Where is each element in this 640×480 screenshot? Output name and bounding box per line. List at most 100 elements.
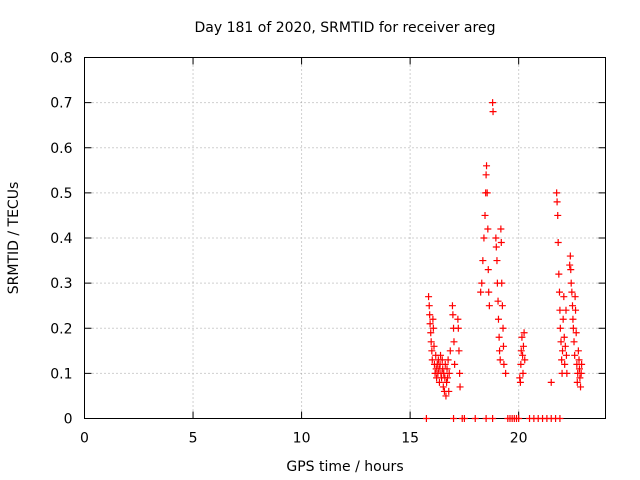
x-tick-label: 15 [401, 431, 419, 447]
data-point [573, 378, 581, 386]
data-point [484, 225, 492, 233]
data-point [482, 171, 490, 179]
x-tick-label: 5 [189, 431, 198, 447]
data-point [516, 378, 524, 386]
data-point [495, 333, 503, 341]
data-point [450, 415, 458, 422]
data-point [517, 360, 525, 368]
data-point [454, 315, 462, 323]
data-point [451, 360, 459, 368]
data-point [553, 189, 561, 197]
data-point [428, 356, 436, 364]
data-point [479, 257, 487, 265]
data-point [569, 302, 577, 310]
data-point [430, 342, 438, 350]
data-point [442, 392, 450, 400]
x-tick-label: 20 [510, 431, 528, 447]
data-point [478, 279, 486, 287]
y-tick-label: 0.8 [50, 51, 72, 67]
data-point [484, 266, 492, 274]
y-tick-label: 0.5 [50, 186, 72, 202]
data-point [557, 338, 565, 346]
data-point [471, 415, 479, 422]
data-point [450, 338, 458, 346]
data-point [496, 356, 504, 364]
data-point [438, 356, 446, 364]
data-point [561, 342, 569, 350]
data-point [560, 333, 568, 341]
data-point [428, 347, 436, 355]
data-point [456, 369, 464, 377]
data-point [426, 320, 434, 328]
data-point [577, 369, 585, 377]
data-point [427, 338, 435, 346]
data-point [497, 239, 505, 247]
data-point [562, 351, 570, 359]
data-point [485, 302, 493, 310]
data-point [555, 288, 563, 296]
data-point [572, 329, 580, 337]
data-point [499, 342, 507, 350]
data-point [547, 378, 555, 386]
data-point [480, 234, 488, 242]
y-tick-label: 0.3 [50, 276, 72, 292]
data-point [559, 347, 567, 355]
data-point [575, 365, 583, 373]
data-point [494, 315, 502, 323]
data-point [560, 293, 568, 301]
data-point [492, 234, 500, 242]
data-point [443, 378, 451, 386]
data-point [556, 415, 564, 422]
x-tick-label: 10 [293, 431, 311, 447]
data-point [426, 311, 434, 319]
data-point [571, 351, 579, 359]
data-point [489, 415, 497, 422]
data-point [578, 360, 586, 368]
data-point [554, 239, 562, 247]
data-point [519, 342, 527, 350]
data-point [489, 108, 497, 116]
data-point [497, 225, 505, 233]
data-point [567, 266, 575, 274]
data-point [556, 324, 564, 332]
data-point [515, 415, 523, 422]
data-point [496, 347, 504, 355]
data-point [556, 306, 564, 314]
data-point [425, 302, 433, 310]
data-point [425, 293, 433, 301]
data-point [449, 311, 457, 319]
data-point [483, 189, 491, 197]
data-point [445, 387, 453, 395]
x-tick-label: 0 [80, 431, 89, 447]
data-point [568, 288, 576, 296]
y-axis-label: SRMTID / TECUs [6, 182, 22, 295]
data-point [574, 347, 582, 355]
data-point [482, 415, 490, 422]
data-point [437, 351, 445, 359]
data-point [498, 302, 506, 310]
data-point [563, 369, 571, 377]
data-point [483, 162, 491, 170]
data-point [455, 347, 463, 355]
data-point [516, 374, 524, 382]
data-point [445, 369, 453, 377]
data-point [566, 252, 574, 260]
data-point [559, 315, 567, 323]
data-point [553, 198, 561, 206]
data-point [493, 257, 501, 265]
data-point [518, 333, 526, 341]
data-point [499, 324, 507, 332]
data-point [429, 324, 437, 332]
data-point [571, 293, 579, 301]
data-point [576, 374, 584, 382]
axis-ticks [84, 57, 606, 419]
y-tick-label: 0.2 [50, 321, 72, 337]
data-point [498, 279, 506, 287]
data-point [454, 324, 462, 332]
data-point [567, 279, 575, 287]
data-point [517, 347, 525, 355]
data-points [422, 99, 586, 422]
data-point [554, 211, 562, 219]
data-point [572, 306, 580, 314]
data-point [566, 261, 574, 269]
